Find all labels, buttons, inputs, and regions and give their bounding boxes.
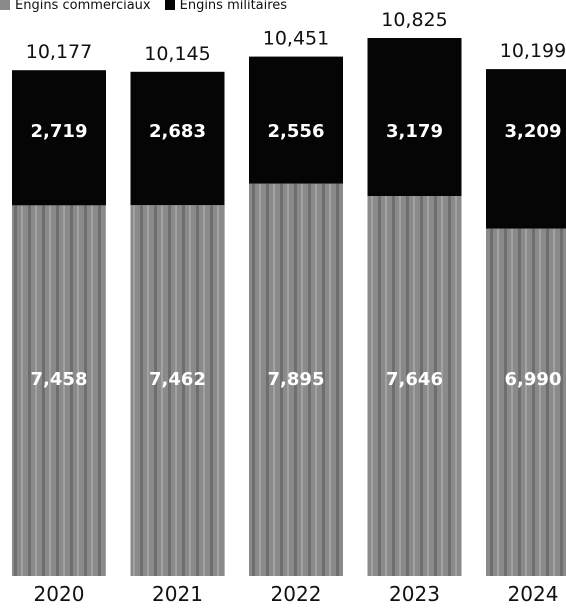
bar-segment-lower-2021 — [130, 205, 225, 576]
value-label-lower-2021: 7,462 — [149, 369, 206, 390]
bar-segment-upper-2023 — [367, 38, 462, 196]
value-label-upper-2022: 2,556 — [268, 121, 325, 142]
bar-segment-lower-2024 — [486, 228, 566, 576]
category-label-2021: 2021 — [152, 582, 203, 606]
chart-legend: Engins commerciaux Engins militaires — [0, 0, 287, 12]
legend-swatch-upper — [164, 0, 175, 10]
category-label-2022: 2022 — [271, 582, 322, 606]
value-label-lower-2020: 7,458 — [31, 369, 88, 390]
category-label-2024: 2024 — [508, 582, 559, 606]
legend-label-upper: Engins militaires — [179, 0, 288, 12]
total-label-2022: 10,451 — [263, 28, 329, 50]
value-label-upper-2021: 2,683 — [149, 121, 206, 142]
value-label-upper-2023: 3,179 — [386, 121, 443, 142]
value-label-upper-2020: 2,719 — [31, 121, 88, 142]
legend-label-lower: Engins commerciaux — [15, 0, 151, 12]
legend-item-lower: Engins commerciaux — [0, 0, 151, 12]
bar-segment-lower-2020 — [12, 205, 106, 577]
total-label-2020: 10,177 — [26, 41, 92, 63]
value-label-lower-2023: 7,646 — [386, 369, 443, 390]
total-label-2024: 10,199 — [500, 40, 566, 62]
value-label-lower-2024: 6,990 — [505, 369, 562, 390]
bar-segment-upper-2020 — [12, 70, 106, 206]
bar-segment-lower-2023 — [367, 195, 462, 577]
legend-item-upper: Engins militaires — [164, 0, 288, 12]
bar-segment-upper-2022 — [249, 56, 343, 184]
value-label-lower-2022: 7,895 — [268, 369, 325, 390]
total-label-2023: 10,825 — [381, 9, 447, 31]
legend-swatch-lower — [0, 0, 10, 10]
category-label-2023: 2023 — [389, 582, 440, 606]
bar-segment-upper-2021 — [130, 71, 225, 206]
category-label-2020: 2020 — [34, 582, 85, 606]
bar-segment-upper-2024 — [486, 69, 566, 229]
bar-segment-lower-2022 — [249, 183, 343, 576]
total-label-2021: 10,145 — [144, 43, 210, 65]
value-label-upper-2024: 3,209 — [505, 121, 562, 142]
